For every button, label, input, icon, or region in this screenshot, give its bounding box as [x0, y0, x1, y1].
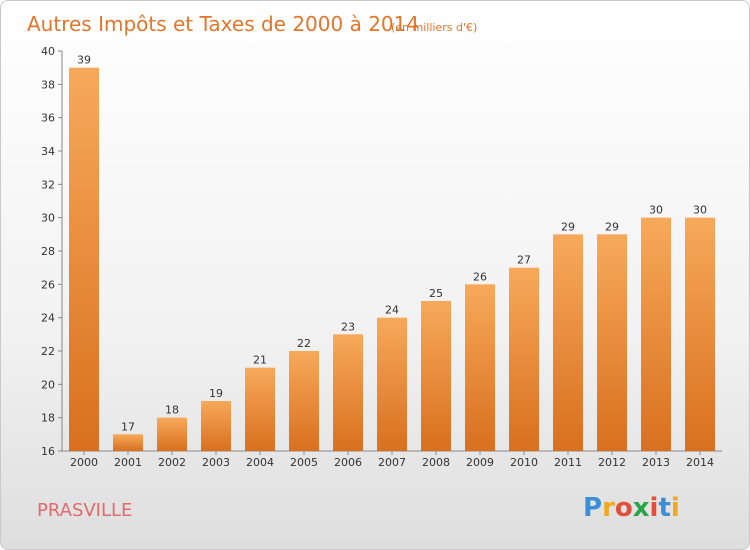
- bar: [641, 217, 671, 451]
- data-label: 30: [649, 204, 663, 217]
- logo-letter: P: [583, 493, 602, 523]
- data-label: 22: [297, 337, 311, 350]
- bar: [421, 301, 451, 451]
- y-tick-label: 34: [41, 145, 55, 158]
- y-tick-label: 28: [41, 245, 55, 258]
- commune-name: PRASVILLE: [37, 500, 132, 521]
- bar: [201, 401, 231, 451]
- bar: [245, 367, 275, 451]
- labels-group: 39 2000 17 2001 18 2002 19 2003 21 2004 22 2005 23 20…: [70, 54, 714, 469]
- bar: [157, 417, 187, 451]
- data-label: 17: [121, 420, 135, 433]
- y-tick-label: 16: [41, 445, 55, 458]
- data-label: 24: [385, 304, 399, 317]
- bar: [685, 217, 715, 451]
- x-tick-label: 2001: [114, 456, 142, 469]
- x-tick-label: 2002: [158, 456, 186, 469]
- data-label: 18: [165, 404, 179, 417]
- y-tick-label: 30: [41, 212, 55, 225]
- data-label: 25: [429, 287, 443, 300]
- data-label: 19: [209, 387, 223, 400]
- bar: [553, 234, 583, 451]
- x-tick-label: 2012: [598, 456, 626, 469]
- bar: [289, 351, 319, 451]
- y-tick-label: 18: [41, 412, 55, 425]
- data-label: 26: [473, 270, 487, 283]
- logo-letter: o: [615, 493, 633, 523]
- logo-letter: r: [602, 493, 615, 523]
- x-tick-label: 2014: [686, 456, 714, 469]
- bar: [597, 234, 627, 451]
- y-tick-label: 22: [41, 345, 55, 358]
- data-label: 29: [561, 220, 575, 233]
- y-tick-label: 26: [41, 278, 55, 291]
- bar: [465, 284, 495, 451]
- logo-letter: i: [650, 493, 659, 523]
- logo-letter: i: [671, 493, 680, 523]
- logo-letter: x: [633, 493, 650, 523]
- x-tick-label: 2011: [554, 456, 582, 469]
- x-tick-label: 2004: [246, 456, 274, 469]
- y-tick-label: 36: [41, 112, 55, 125]
- bar: [333, 334, 363, 451]
- chart-subtitle: (en milliers d'€): [391, 21, 477, 34]
- data-label: 29: [605, 220, 619, 233]
- y-tick-label: 38: [41, 78, 55, 91]
- x-tick-label: 2005: [290, 456, 318, 469]
- bar: [377, 317, 407, 451]
- x-tick-label: 2010: [510, 456, 538, 469]
- data-label: 27: [517, 254, 531, 267]
- x-tick-label: 2013: [642, 456, 670, 469]
- bar: [113, 434, 143, 451]
- y-tick-label: 20: [41, 378, 55, 391]
- x-tick-label: 2008: [422, 456, 450, 469]
- bar: [509, 267, 539, 451]
- chart-title: Autres Impôts et Taxes de 2000 à 2014: [27, 12, 419, 36]
- x-tick-label: 2007: [378, 456, 406, 469]
- x-tick-label: 2006: [334, 456, 362, 469]
- bars-group: [69, 67, 715, 452]
- data-label: 23: [341, 320, 355, 333]
- bar: [69, 67, 99, 452]
- y-tick-label: 32: [41, 178, 55, 191]
- logo-letter: t: [658, 493, 670, 523]
- proxiti-logo: Proxiti: [583, 493, 680, 523]
- y-tick-label: 24: [41, 312, 55, 325]
- data-label: 21: [253, 354, 267, 367]
- data-label: 39: [77, 54, 91, 67]
- x-tick-label: 2003: [202, 456, 230, 469]
- y-tick-label: 40: [41, 45, 55, 58]
- x-tick-label: 2009: [466, 456, 494, 469]
- x-tick-label: 2000: [70, 456, 98, 469]
- data-label: 30: [693, 204, 707, 217]
